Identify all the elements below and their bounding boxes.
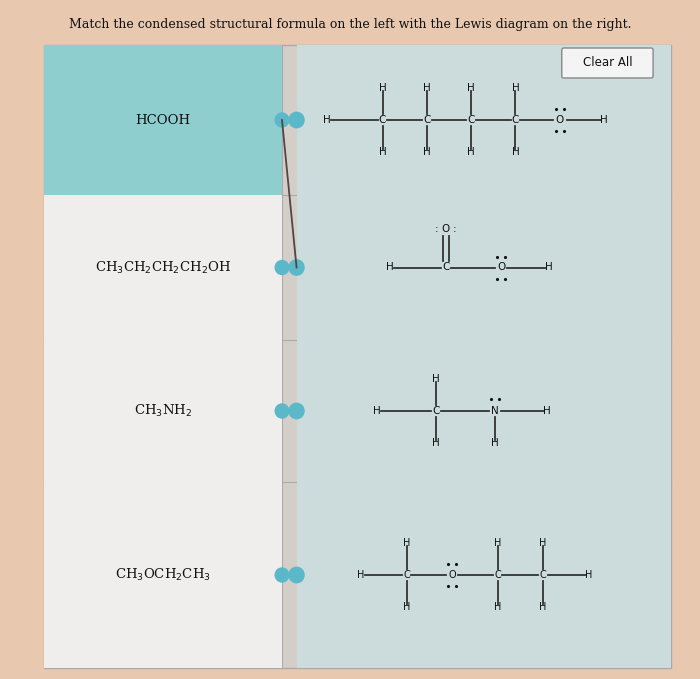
Circle shape [289,567,304,583]
Text: H: H [600,115,608,125]
Text: H: H [494,538,501,548]
Circle shape [289,112,304,128]
Text: O: O [448,570,456,580]
Text: H: H [423,147,430,157]
Text: H: H [379,83,386,93]
Circle shape [289,260,304,275]
Circle shape [275,113,289,127]
Text: H: H [584,570,592,580]
Text: CH$_3$CH$_2$CH$_2$CH$_2$OH: CH$_3$CH$_2$CH$_2$CH$_2$OH [95,259,231,276]
FancyBboxPatch shape [44,340,282,482]
Text: CH$_3$NH$_2$: CH$_3$NH$_2$ [134,403,192,419]
Text: C: C [512,115,519,125]
Text: HCOOH: HCOOH [135,113,190,126]
Text: H: H [432,438,440,448]
Circle shape [275,404,289,418]
Text: H: H [323,115,331,125]
Text: :: : [453,225,456,234]
Text: Match the condensed structural formula on the left with the Lewis diagram on the: Match the condensed structural formula o… [69,18,631,31]
Circle shape [275,568,289,582]
Text: H: H [545,263,553,272]
Text: C: C [494,570,501,580]
FancyBboxPatch shape [44,482,282,668]
Text: :: : [435,225,439,234]
Text: H: H [542,406,550,416]
Text: C: C [442,263,449,272]
FancyBboxPatch shape [44,195,282,340]
Text: O: O [556,115,564,125]
Text: O: O [442,225,450,234]
Text: CH$_3$OCH$_2$CH$_3$: CH$_3$OCH$_2$CH$_3$ [115,567,211,583]
FancyBboxPatch shape [297,195,671,340]
Text: C: C [432,406,440,416]
Text: C: C [540,570,547,580]
Text: Clear All: Clear All [582,56,632,69]
Text: H: H [512,147,519,157]
Circle shape [275,261,289,274]
Text: H: H [539,602,547,612]
Text: H: H [494,602,501,612]
Text: C: C [424,115,430,125]
FancyBboxPatch shape [297,45,671,195]
Text: O: O [497,263,505,272]
Text: H: H [423,83,430,93]
Text: H: H [403,538,410,548]
Text: H: H [468,83,475,93]
Text: H: H [512,83,519,93]
FancyBboxPatch shape [44,45,671,668]
Circle shape [289,403,304,419]
Text: C: C [403,570,410,580]
Text: H: H [379,147,386,157]
Text: H: H [539,538,547,548]
Text: H: H [491,438,498,448]
Text: C: C [379,115,386,125]
Text: N: N [491,406,498,416]
FancyBboxPatch shape [562,48,653,78]
FancyBboxPatch shape [44,45,282,195]
Text: H: H [468,147,475,157]
Text: H: H [358,570,365,580]
Text: C: C [468,115,475,125]
FancyBboxPatch shape [297,340,671,482]
Text: H: H [403,602,410,612]
FancyBboxPatch shape [297,482,671,668]
Text: H: H [373,406,381,416]
Text: H: H [432,374,440,384]
Text: H: H [386,263,394,272]
